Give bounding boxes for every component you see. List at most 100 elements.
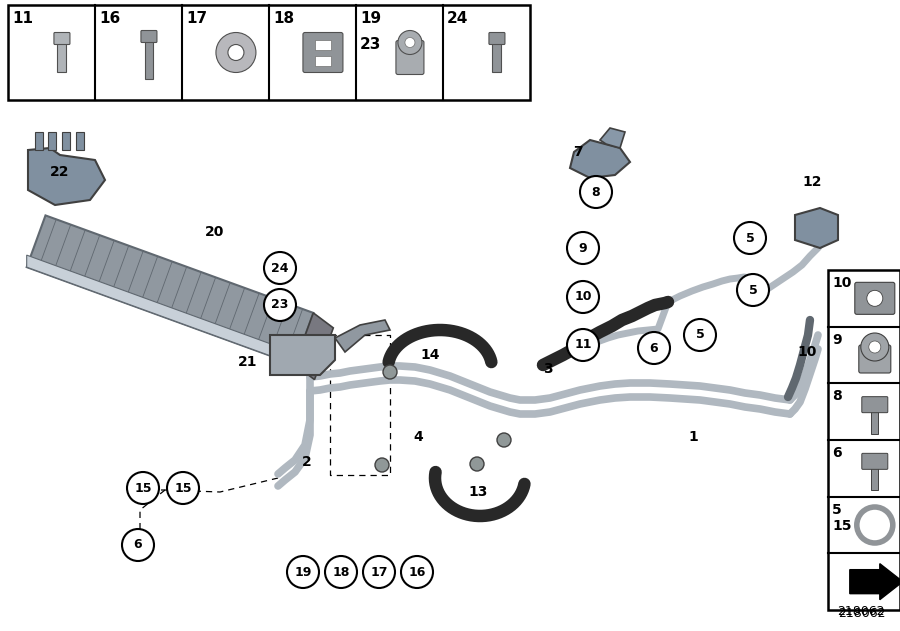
Bar bbox=[315, 40, 331, 49]
Circle shape bbox=[127, 472, 159, 504]
Text: 11: 11 bbox=[574, 338, 592, 351]
Circle shape bbox=[363, 556, 395, 588]
Circle shape bbox=[405, 37, 415, 47]
Text: 18: 18 bbox=[273, 11, 294, 26]
Circle shape bbox=[375, 458, 389, 472]
Text: 9: 9 bbox=[832, 333, 842, 346]
Text: 8: 8 bbox=[832, 389, 842, 403]
Bar bbox=[492, 38, 501, 71]
FancyBboxPatch shape bbox=[303, 33, 343, 73]
Text: 10: 10 bbox=[797, 345, 816, 359]
Circle shape bbox=[857, 507, 893, 543]
Bar bbox=[76, 132, 84, 150]
Text: 24: 24 bbox=[271, 261, 289, 274]
Text: 4: 4 bbox=[413, 430, 423, 444]
Text: 19: 19 bbox=[294, 565, 311, 579]
Polygon shape bbox=[795, 208, 838, 248]
Text: 10: 10 bbox=[574, 290, 592, 304]
Text: 15: 15 bbox=[134, 481, 152, 495]
Text: 15: 15 bbox=[175, 481, 192, 495]
Polygon shape bbox=[335, 320, 390, 352]
Text: 18: 18 bbox=[332, 565, 350, 579]
Text: 7: 7 bbox=[573, 145, 582, 159]
Bar bbox=[871, 406, 878, 433]
Bar bbox=[145, 37, 153, 78]
Circle shape bbox=[325, 556, 357, 588]
FancyBboxPatch shape bbox=[489, 33, 505, 45]
Text: 13: 13 bbox=[468, 485, 488, 499]
Text: 5: 5 bbox=[696, 329, 705, 341]
Circle shape bbox=[167, 472, 199, 504]
Text: 5: 5 bbox=[749, 283, 758, 297]
Circle shape bbox=[638, 332, 670, 364]
Bar bbox=[8, 5, 530, 100]
Text: 5
15: 5 15 bbox=[832, 503, 851, 533]
Text: 8: 8 bbox=[591, 186, 600, 199]
Polygon shape bbox=[27, 255, 294, 365]
Text: 9: 9 bbox=[579, 242, 588, 254]
Circle shape bbox=[860, 333, 889, 361]
Text: 6: 6 bbox=[650, 341, 658, 355]
Polygon shape bbox=[600, 128, 625, 148]
Text: 20: 20 bbox=[205, 225, 224, 239]
Text: 14: 14 bbox=[420, 348, 439, 362]
Circle shape bbox=[567, 281, 599, 313]
Circle shape bbox=[264, 252, 296, 284]
Circle shape bbox=[684, 319, 716, 351]
FancyBboxPatch shape bbox=[859, 345, 891, 373]
Circle shape bbox=[737, 274, 769, 306]
Text: 23: 23 bbox=[271, 298, 289, 312]
Circle shape bbox=[264, 289, 296, 321]
Polygon shape bbox=[570, 140, 630, 178]
Text: 6: 6 bbox=[134, 538, 142, 551]
Polygon shape bbox=[294, 313, 333, 380]
Polygon shape bbox=[28, 148, 105, 205]
FancyBboxPatch shape bbox=[54, 33, 70, 45]
Text: 11: 11 bbox=[12, 11, 33, 26]
Circle shape bbox=[867, 290, 883, 306]
Text: 218062: 218062 bbox=[837, 605, 885, 618]
Text: 17: 17 bbox=[186, 11, 207, 26]
Circle shape bbox=[470, 457, 484, 471]
Bar bbox=[828, 270, 900, 610]
Text: 12: 12 bbox=[802, 175, 822, 189]
Circle shape bbox=[398, 30, 422, 54]
Text: 1: 1 bbox=[688, 430, 698, 444]
Circle shape bbox=[216, 33, 256, 73]
Circle shape bbox=[228, 45, 244, 61]
FancyBboxPatch shape bbox=[855, 282, 895, 314]
Circle shape bbox=[868, 341, 881, 353]
Text: 2: 2 bbox=[302, 455, 311, 469]
Text: 24: 24 bbox=[447, 11, 468, 26]
Text: 22: 22 bbox=[50, 165, 69, 179]
Circle shape bbox=[287, 556, 319, 588]
Text: 5: 5 bbox=[745, 232, 754, 244]
Bar bbox=[315, 56, 331, 66]
FancyBboxPatch shape bbox=[141, 30, 157, 42]
Circle shape bbox=[580, 176, 612, 208]
Bar bbox=[58, 38, 67, 71]
Text: 21: 21 bbox=[238, 355, 257, 369]
Text: 6: 6 bbox=[832, 446, 842, 460]
Text: 218062: 218062 bbox=[838, 607, 886, 620]
Bar bbox=[48, 132, 56, 150]
Bar bbox=[62, 132, 70, 150]
FancyBboxPatch shape bbox=[862, 397, 887, 413]
Text: 10: 10 bbox=[832, 276, 851, 290]
Text: 23: 23 bbox=[360, 37, 382, 52]
Text: 17: 17 bbox=[370, 565, 388, 579]
Polygon shape bbox=[270, 335, 335, 375]
Polygon shape bbox=[27, 215, 313, 365]
Circle shape bbox=[567, 329, 599, 361]
Bar bbox=[35, 132, 43, 150]
Circle shape bbox=[497, 433, 511, 447]
FancyBboxPatch shape bbox=[862, 453, 887, 469]
Text: 16: 16 bbox=[99, 11, 121, 26]
Bar bbox=[871, 463, 878, 490]
Text: 19: 19 bbox=[360, 11, 381, 26]
Circle shape bbox=[567, 232, 599, 264]
Text: 16: 16 bbox=[409, 565, 426, 579]
Circle shape bbox=[122, 529, 154, 561]
Circle shape bbox=[401, 556, 433, 588]
FancyBboxPatch shape bbox=[396, 40, 424, 74]
